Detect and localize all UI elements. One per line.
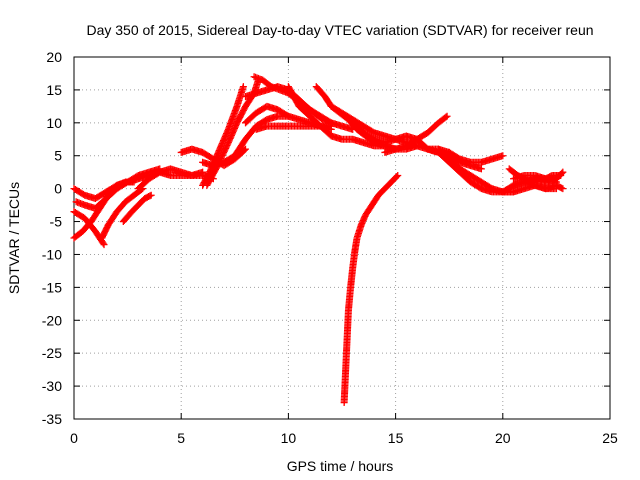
data-point [239, 83, 247, 91]
series-arc-16 [252, 122, 335, 133]
x-tick-label: 20 [495, 430, 511, 446]
y-tick-label: 20 [46, 49, 62, 65]
data-point [443, 112, 451, 120]
x-tick-label: 0 [70, 430, 78, 446]
series-arc-24 [445, 148, 507, 166]
x-axis-label: GPS time / hours [287, 458, 394, 474]
y-tick-label: 15 [46, 82, 62, 98]
data-point [100, 241, 108, 249]
data-point [327, 122, 335, 130]
data-point [393, 173, 401, 181]
data-layer [70, 73, 567, 407]
data-point [477, 165, 485, 173]
series-arc-3 [70, 208, 108, 249]
y-tick-label: -5 [50, 214, 63, 230]
y-tick-label: -10 [42, 246, 62, 262]
y-tick-label: 0 [54, 181, 62, 197]
data-point [559, 185, 567, 193]
series-arc-6 [119, 191, 155, 226]
series-arc-12 [199, 83, 247, 189]
y-tick-label: -20 [42, 312, 62, 328]
y-tick-label: 5 [54, 148, 62, 164]
series-arc-21 [381, 112, 451, 156]
y-axis-label: SDTVAR / TECUs [6, 182, 22, 294]
chart-title: Day 350 of 2015, Sidereal Day-to-day VTE… [86, 22, 593, 38]
data-point [558, 169, 566, 177]
data-point [394, 171, 402, 179]
series-arc-29 [510, 171, 560, 186]
y-tick-label: -25 [42, 345, 62, 361]
y-tick-label: -15 [42, 279, 62, 295]
y-tick-label: -30 [42, 378, 62, 394]
y-tick-label: -35 [42, 411, 62, 427]
data-point [442, 113, 450, 121]
series-arc-22 [340, 171, 402, 407]
x-tick-label: 10 [281, 430, 297, 446]
data-point [147, 191, 155, 199]
x-tick-label: 5 [177, 430, 185, 446]
data-point [552, 178, 560, 186]
data-point [122, 179, 130, 187]
data-point [242, 145, 250, 153]
y-tick-label: 10 [46, 115, 62, 131]
data-point [240, 146, 248, 154]
x-tick-label: 15 [388, 430, 404, 446]
series-arc-4 [72, 178, 132, 212]
x-tick-label: 25 [602, 430, 618, 446]
data-point [99, 239, 107, 247]
data-point [559, 168, 567, 176]
data-point [558, 184, 566, 192]
data-point [499, 152, 507, 160]
data-point [146, 192, 154, 200]
